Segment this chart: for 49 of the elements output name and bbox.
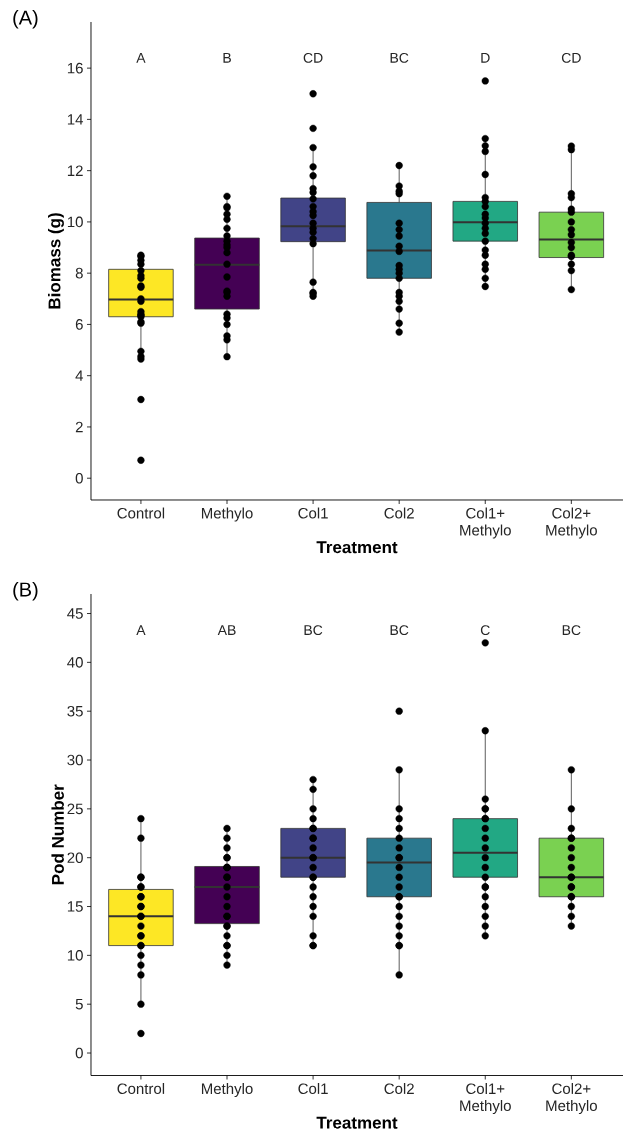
x-tick-label: Col1+ Methylo bbox=[460, 507, 511, 539]
y-tick-label: 14 bbox=[67, 114, 83, 125]
x-tick-label: Control bbox=[117, 1083, 164, 1095]
y-tick-label: 25 bbox=[67, 803, 83, 815]
annotation: B bbox=[223, 53, 231, 63]
x-tick-label: Col1+ Methylo bbox=[460, 1083, 511, 1114]
y-tick-label: 4 bbox=[75, 370, 83, 381]
annotation: BC bbox=[562, 625, 581, 636]
annotation: CD bbox=[303, 52, 323, 63]
annotation: D bbox=[481, 53, 490, 63]
y-tick-label: 0 bbox=[75, 472, 83, 484]
y-tick-label: 30 bbox=[67, 754, 83, 766]
x-axis-title: Treatment bbox=[316, 541, 398, 554]
y-tick-label: 0 bbox=[75, 1047, 83, 1059]
annotation: AB bbox=[217, 625, 236, 635]
annotation: BC bbox=[304, 625, 323, 636]
y-tick-label: 8 bbox=[75, 267, 83, 279]
y-tick-label: 5 bbox=[75, 998, 83, 1010]
x-tick-label: Methylo bbox=[201, 507, 253, 522]
y-tick-label: 16 bbox=[67, 62, 83, 74]
annotation: A bbox=[136, 625, 146, 635]
annotation: C bbox=[480, 625, 490, 636]
y-tick-label: 35 bbox=[67, 705, 83, 717]
y-tick-label: 6 bbox=[75, 319, 83, 330]
annotation: A bbox=[136, 53, 146, 63]
annotation: BC bbox=[390, 52, 409, 63]
y-tick-label: 40 bbox=[66, 657, 83, 668]
y-tick-label: 2 bbox=[75, 421, 83, 433]
y-axis-title: Pod Number bbox=[51, 784, 64, 885]
x-axis-title: Treatment bbox=[316, 1116, 398, 1129]
y-tick-label: 15 bbox=[67, 901, 83, 912]
y-tick-label: 10 bbox=[67, 950, 83, 961]
chart-title: (A) bbox=[13, 9, 38, 29]
x-tick-label: Methylo bbox=[201, 1083, 253, 1097]
chart-title: (B) bbox=[13, 581, 38, 601]
x-tick-label: Col1 bbox=[298, 1083, 328, 1095]
x-tick-label: Col2+ Methylo bbox=[546, 507, 597, 539]
annotation: BC bbox=[390, 625, 409, 636]
x-tick-label: Control bbox=[117, 507, 164, 519]
y-tick-label: 12 bbox=[67, 165, 83, 176]
x-tick-label: Col2+ Methylo bbox=[546, 1083, 597, 1114]
annotation: CD bbox=[561, 52, 581, 63]
x-tick-label: Col1 bbox=[298, 507, 328, 519]
y-axis-title: Biomass (g) bbox=[47, 213, 64, 309]
x-tick-label: Col2 bbox=[384, 507, 414, 519]
y-tick-label: 45 bbox=[66, 608, 83, 619]
y-tick-label: 10 bbox=[67, 216, 83, 228]
x-tick-label: Col2 bbox=[384, 1083, 414, 1095]
y-tick-label: 20 bbox=[67, 852, 83, 863]
